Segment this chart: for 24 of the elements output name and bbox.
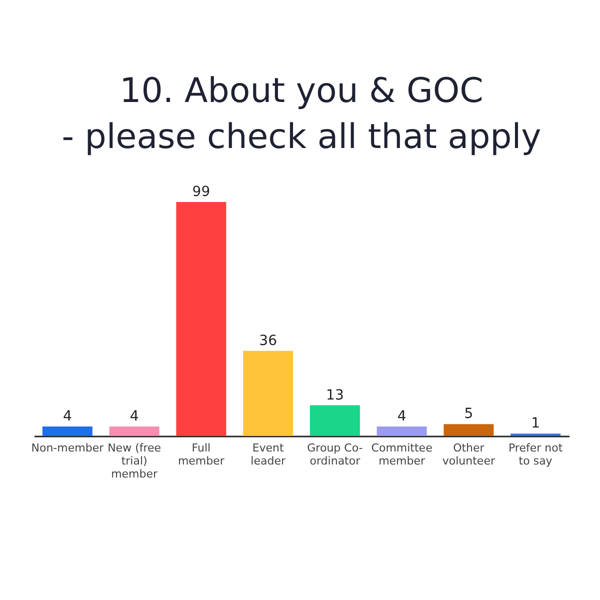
data-label: 36 <box>259 332 278 349</box>
data-label: 5 <box>464 406 474 422</box>
data-label: 1 <box>531 416 540 432</box>
x-tick-label: New (free trial) member <box>108 442 162 480</box>
data-label: 4 <box>62 408 72 425</box>
x-tick-label: Prefer not to say <box>508 442 564 468</box>
x-tick-label: Non-member <box>31 442 104 454</box>
x-tick-label: Other volunteer <box>442 442 496 468</box>
data-label: 99 <box>192 184 210 200</box>
bar <box>42 426 92 436</box>
x-tick-label: Event leader <box>250 442 286 468</box>
bar <box>243 350 294 436</box>
bar <box>376 426 427 436</box>
data-label: 4 <box>130 408 139 425</box>
bar <box>310 405 360 436</box>
data-label: 4 <box>397 408 406 425</box>
bar <box>176 202 226 436</box>
x-tick-label: Full member <box>178 442 225 468</box>
x-tick-label: Committee member <box>371 442 433 468</box>
data-label: 13 <box>326 387 344 404</box>
chart-title: 10. About you & GOC - please check all that apply <box>62 71 542 157</box>
bar <box>109 426 160 436</box>
bar <box>444 424 494 436</box>
x-tick-label: Group Co-ordinator <box>307 442 363 468</box>
